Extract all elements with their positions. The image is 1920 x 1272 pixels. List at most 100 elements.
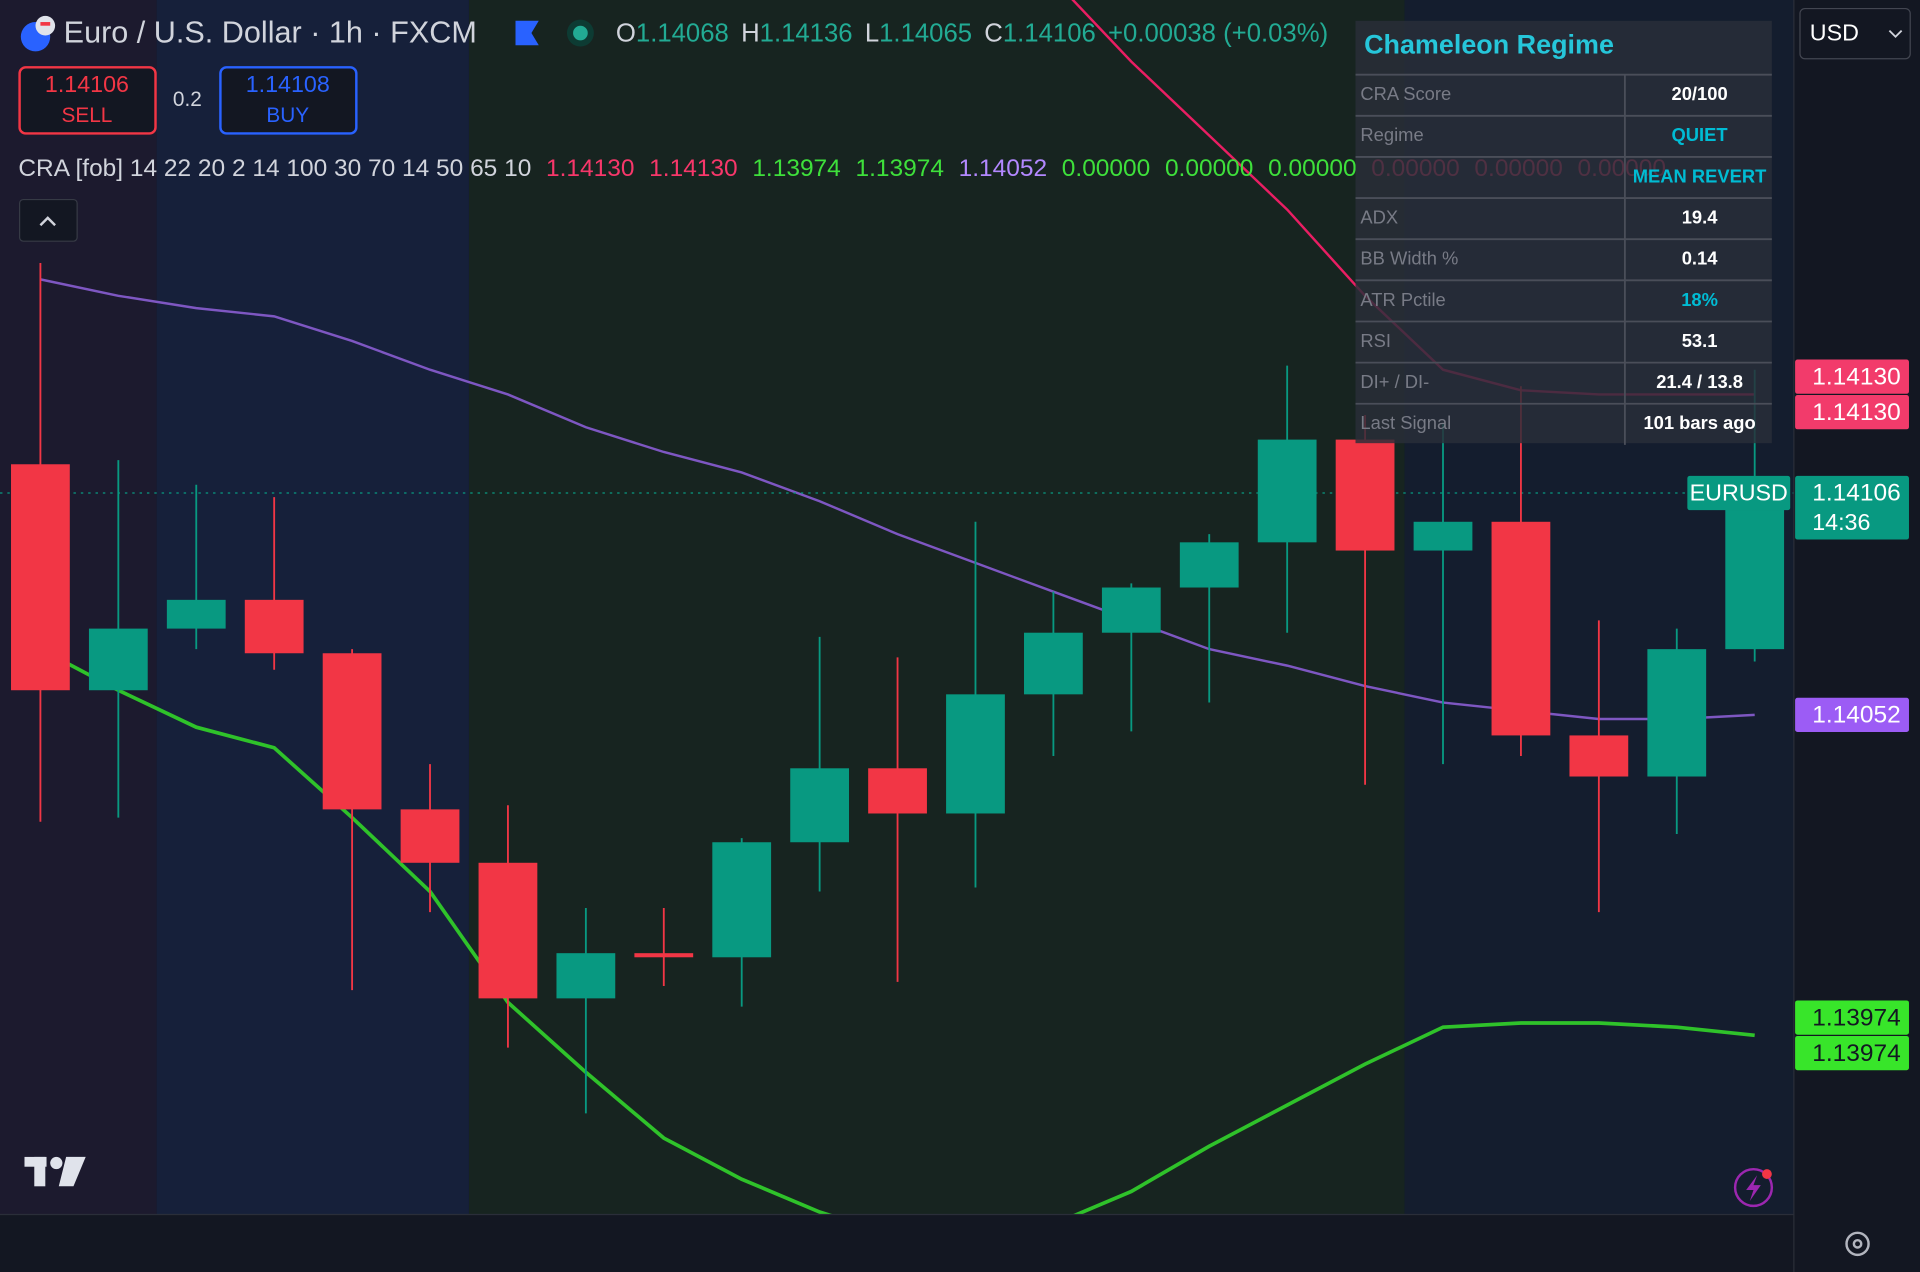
candle-body bbox=[712, 842, 772, 958]
table-label: Regime bbox=[1360, 124, 1423, 145]
indicator-value: 1.14052 bbox=[959, 156, 1047, 183]
table-label: ATR Pctile bbox=[1360, 289, 1445, 310]
indicator-value: 0.00000 bbox=[1268, 156, 1356, 183]
ohlc: O1.14068 H1.14136 L1.14065 C1.14106 +0.00038… bbox=[616, 19, 1328, 47]
price-tag-label: 1.13974 bbox=[1812, 1004, 1900, 1031]
table-value: 101 bars ago bbox=[1643, 412, 1755, 433]
ohlc-value: 1.14106 bbox=[1003, 19, 1096, 47]
candle-body bbox=[400, 809, 460, 863]
price-tag-box bbox=[1795, 1035, 1909, 1071]
price-tag: 1.13974 bbox=[1795, 1000, 1909, 1035]
candle-body bbox=[1101, 587, 1161, 633]
ohlc-key: C bbox=[984, 19, 1003, 47]
indicator-value: 1.14130 bbox=[546, 156, 634, 183]
candle-body bbox=[1179, 542, 1239, 588]
indicator-value: 0.00000 bbox=[1062, 156, 1150, 183]
flag-icon bbox=[515, 20, 539, 46]
settings-icon[interactable] bbox=[1845, 1231, 1870, 1257]
table-value: 53.1 bbox=[1682, 330, 1718, 351]
candle-body bbox=[322, 653, 382, 810]
symbol-tag-box bbox=[1687, 475, 1791, 511]
ohlc-key: O bbox=[616, 19, 636, 47]
ohlc-value: 1.14068 bbox=[636, 19, 729, 47]
candle-body bbox=[1647, 649, 1707, 777]
ohlc-value: 1.14065 bbox=[879, 19, 972, 47]
currency-select[interactable] bbox=[1799, 7, 1911, 60]
price-tag-box bbox=[1795, 1000, 1909, 1035]
ohlc-key: L bbox=[865, 19, 879, 47]
table-value: 21.4 / 13.8 bbox=[1656, 371, 1743, 392]
currency: USD bbox=[1810, 19, 1859, 45]
candle-body bbox=[946, 694, 1005, 814]
sell-button[interactable] bbox=[18, 66, 157, 135]
indicator-name: CRA [fob] 14 22 20 2 14 100 30 70 14 50 … bbox=[18, 156, 531, 183]
collapse-button[interactable] bbox=[18, 198, 78, 242]
ohlc-value: 1.14136 bbox=[760, 19, 853, 47]
symbol-icon bbox=[20, 15, 56, 52]
price-change: +0.00038 (+0.03%) bbox=[1108, 19, 1328, 47]
candle-body bbox=[478, 862, 538, 999]
buy-button[interactable] bbox=[219, 66, 358, 135]
table-value: 18% bbox=[1681, 289, 1718, 310]
price-tag: 1.14130 bbox=[1795, 359, 1909, 394]
candle-body bbox=[1335, 439, 1395, 551]
candle-body bbox=[11, 464, 70, 691]
candle-body bbox=[1725, 493, 1785, 650]
candle-body bbox=[1257, 439, 1317, 543]
table-label: Last Signal bbox=[1360, 412, 1451, 433]
candle-body bbox=[556, 953, 616, 999]
symbol-title: Euro / U.S. Dollar · 1h · FXCM bbox=[64, 15, 477, 49]
price-tag-label: 1.14052 bbox=[1812, 702, 1900, 729]
candle-body bbox=[166, 599, 226, 629]
price-tag: 1.14052 bbox=[1795, 697, 1909, 733]
table-value: QUIET bbox=[1672, 124, 1729, 145]
buy-price: 1.14108 bbox=[246, 71, 330, 97]
table-label: ADX bbox=[1360, 206, 1398, 227]
candle-body bbox=[244, 599, 304, 654]
alert-icon[interactable] bbox=[1733, 1167, 1774, 1208]
indicator-value: 1.13974 bbox=[855, 156, 943, 183]
price-tag-label: 1.13974 bbox=[1812, 1040, 1900, 1067]
indicator-value: 1.14130 bbox=[649, 156, 737, 183]
table-value: 20/100 bbox=[1672, 83, 1728, 104]
regime-band bbox=[468, 0, 1405, 1215]
candle-body bbox=[1024, 632, 1083, 695]
table-label: CRA Score bbox=[1360, 83, 1451, 104]
price-tag: 1.13974 bbox=[1795, 1035, 1909, 1071]
table-label: DI+ / DI- bbox=[1360, 371, 1429, 392]
price-tag-box bbox=[1795, 395, 1909, 430]
table-value: MEAN REVERT bbox=[1633, 165, 1767, 186]
candle-body bbox=[1491, 521, 1551, 736]
table-title: Chameleon Regime bbox=[1364, 30, 1614, 60]
buy-label: BUY bbox=[266, 104, 309, 127]
indicator-line bbox=[40, 278, 1755, 721]
tradingview-logo bbox=[24, 1156, 86, 1187]
countdown: 14:36 bbox=[1812, 509, 1870, 535]
sell-price: 1.14106 bbox=[45, 71, 129, 97]
ohlc-key: H bbox=[741, 19, 760, 47]
table-bg bbox=[1355, 20, 1772, 444]
price-tag-box bbox=[1795, 697, 1909, 733]
candle-body bbox=[1569, 735, 1629, 777]
table-label: BB Width % bbox=[1360, 248, 1458, 269]
indicator-value: 1.13974 bbox=[752, 156, 840, 183]
spread: 0.2 bbox=[173, 88, 202, 111]
price-tag: 1.14130 bbox=[1795, 395, 1909, 430]
candle-body bbox=[88, 628, 148, 691]
price-tag-label: 1.14130 bbox=[1812, 363, 1900, 390]
last-price: 1.14106 bbox=[1812, 480, 1900, 507]
candle-body bbox=[790, 768, 850, 843]
price-tag-box bbox=[1795, 359, 1909, 394]
table-value: 19.4 bbox=[1682, 206, 1719, 227]
candle-body bbox=[1413, 521, 1473, 551]
table-label: RSI bbox=[1360, 330, 1391, 351]
sell-label: SELL bbox=[61, 104, 112, 127]
price-tag-label: 1.14130 bbox=[1812, 399, 1900, 426]
candle-body bbox=[634, 953, 694, 958]
dropdown-arrow bbox=[1888, 29, 1903, 39]
indicator-value: 0.00000 bbox=[1165, 156, 1253, 183]
last-price-box bbox=[1795, 475, 1909, 540]
